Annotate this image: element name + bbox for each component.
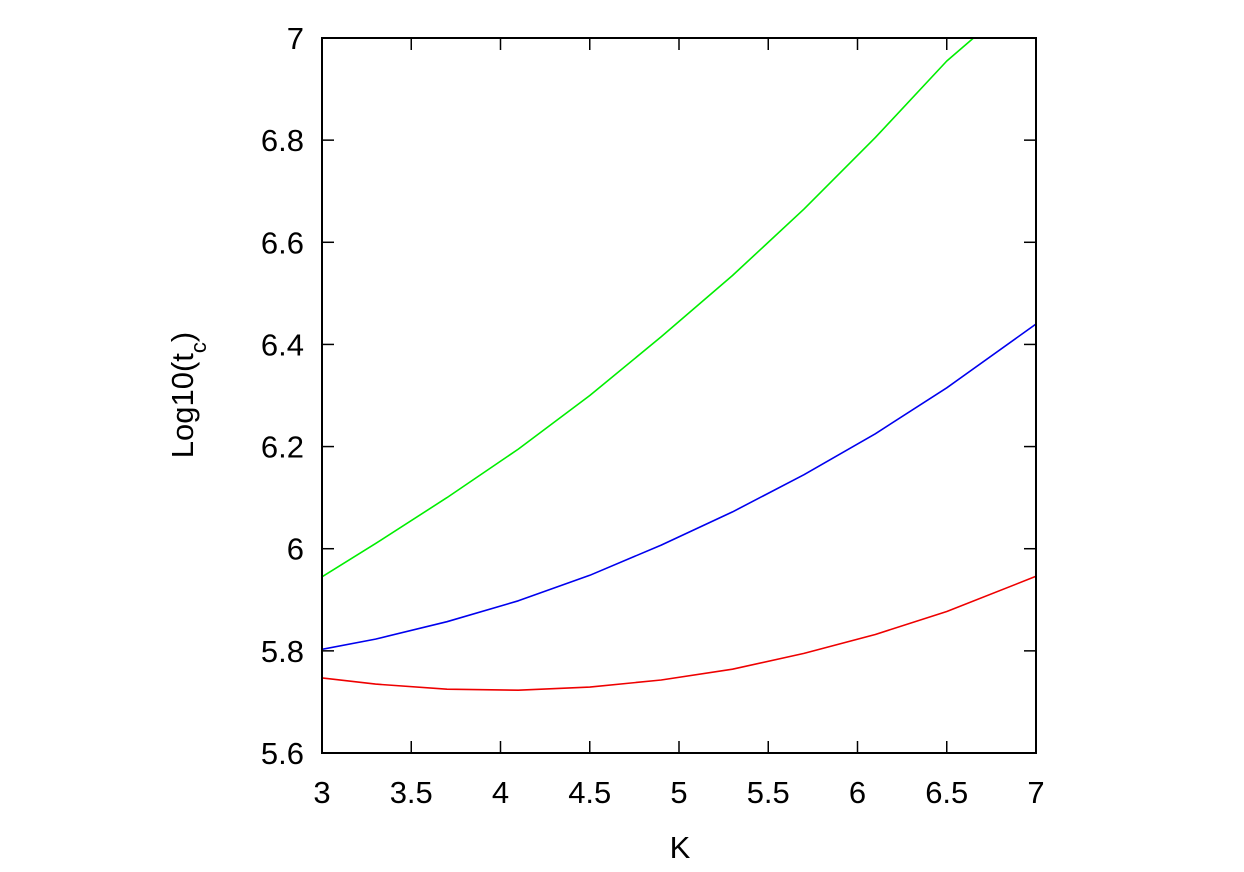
x-tick-label: 4: [492, 775, 509, 810]
x-tick-label: 6.5: [925, 775, 968, 810]
y-tick-label: 6.2: [261, 430, 304, 465]
x-tick-label: 6: [849, 775, 866, 810]
y-tick-label: 6.4: [261, 327, 304, 362]
y-tick-label: 5.6: [261, 736, 304, 771]
y-axis-label-close: ): [165, 332, 200, 342]
x-tick-label: 3.5: [390, 775, 433, 810]
y-axis-label: Log10(tc): [165, 332, 211, 458]
y-tick-label: 6: [287, 532, 304, 567]
x-tick-label: 5.5: [747, 775, 790, 810]
x-tick-label: 7: [1027, 775, 1044, 810]
y-tick-label: 6.8: [261, 123, 304, 158]
y-tick-label: 6.6: [261, 225, 304, 260]
x-tick-label: 4.5: [568, 775, 611, 810]
series-layer: [322, 38, 1036, 692]
x-tick-label: 3: [313, 775, 330, 810]
y-axis-label-subscript: c: [186, 342, 211, 353]
y-tick-label: 5.8: [261, 634, 304, 669]
x-axis-label: K: [670, 830, 691, 865]
plot-frame: [321, 37, 1037, 754]
series-line-1: [322, 38, 975, 578]
series-line-2: [322, 323, 1036, 651]
tick-layer: 3 3.5 4 4.5 5 5.5 6 6.5 7 5.6 5.8 6 6.2 6.4 6.6 6.8 7: [261, 21, 1045, 810]
x-tick-label: 5: [670, 775, 687, 810]
y-tick-label: 7: [287, 21, 304, 56]
y-axis-label-main: Log10(t: [165, 353, 200, 459]
series-line-3: [322, 575, 1036, 692]
